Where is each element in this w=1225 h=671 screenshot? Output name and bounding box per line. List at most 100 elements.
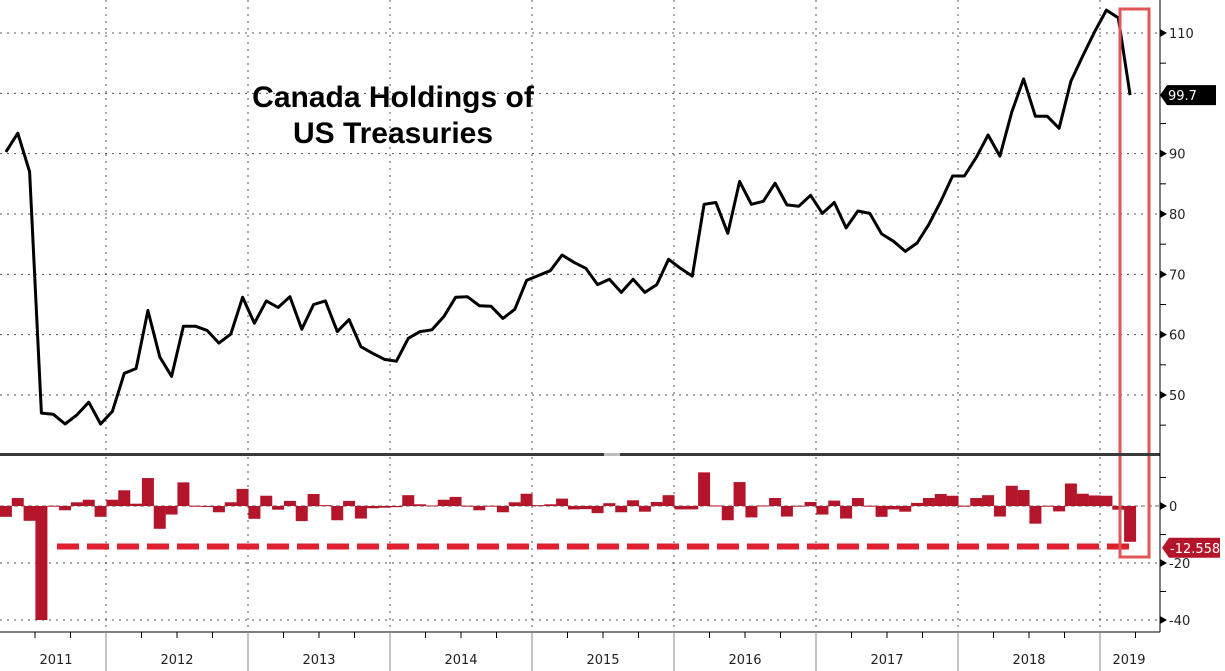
bar	[899, 506, 912, 512]
year-gridlines	[105, 0, 1101, 632]
bottom-y-axis: 0 -20 -40	[1160, 477, 1190, 629]
bar	[153, 506, 166, 529]
bar	[130, 503, 143, 506]
bar	[579, 506, 592, 510]
bar	[118, 490, 131, 506]
year-label: 2019	[1112, 653, 1145, 668]
bar	[236, 488, 249, 506]
y-tick-arrow	[1160, 391, 1167, 399]
bar	[177, 482, 190, 506]
bar	[828, 500, 841, 506]
bar	[757, 505, 770, 507]
holdings-line	[4, 8, 1132, 426]
bar	[272, 506, 285, 510]
bar	[970, 498, 983, 506]
bar	[1053, 506, 1066, 512]
bar	[638, 506, 651, 512]
bar	[1017, 490, 1030, 506]
chart-title-line-1: Canada Holdings of	[252, 81, 535, 114]
bar	[224, 502, 237, 506]
y-tick-label: -20	[1169, 557, 1190, 572]
bar	[1005, 485, 1018, 506]
bar	[35, 506, 48, 620]
bar	[520, 493, 533, 506]
last-value-line-label: 99.7	[1168, 89, 1197, 104]
bar	[709, 505, 722, 507]
year-label: 2011	[39, 653, 72, 668]
bar	[816, 506, 829, 515]
y-tick-arrow	[1160, 330, 1167, 339]
bar	[201, 506, 214, 507]
bar	[567, 506, 580, 510]
bar	[425, 505, 438, 507]
y-tick-arrow	[1160, 29, 1167, 37]
bar	[792, 505, 805, 507]
bar	[804, 502, 817, 506]
bar	[863, 505, 876, 507]
bar	[343, 500, 356, 506]
y-tick-arrow	[1160, 270, 1167, 279]
bar	[473, 506, 486, 511]
bar	[437, 499, 450, 506]
bar	[662, 495, 675, 506]
bar	[615, 506, 628, 513]
bar	[745, 506, 758, 518]
bar	[840, 506, 853, 519]
bar	[769, 498, 782, 506]
bar	[508, 502, 521, 506]
bar	[70, 502, 83, 506]
panel-separator[interactable]	[0, 453, 1160, 456]
last-value-bar-label: -12.558	[1170, 542, 1220, 557]
y-tick-label: 50	[1169, 389, 1186, 404]
bar	[485, 505, 498, 507]
year-label: 2012	[160, 653, 193, 668]
bar	[946, 495, 959, 506]
panel-separator-grip[interactable]	[604, 453, 620, 456]
bar	[390, 506, 403, 508]
year-label: 2014	[444, 653, 477, 668]
bar	[686, 506, 699, 510]
bar	[544, 504, 557, 506]
bar	[414, 504, 427, 506]
bar	[591, 506, 604, 514]
bar	[82, 499, 95, 506]
bar	[627, 500, 640, 506]
bar	[461, 505, 474, 507]
bar	[911, 502, 924, 506]
bar	[212, 506, 225, 513]
chart-title-line-2: US Treasuries	[293, 117, 493, 150]
bar	[958, 505, 971, 507]
bar	[698, 472, 711, 506]
y-tick-arrow	[1160, 616, 1167, 624]
top-panel-grid	[0, 32, 1160, 396]
year-label: 2013	[302, 653, 335, 668]
bar	[922, 498, 935, 506]
bar	[59, 506, 72, 511]
bar	[248, 506, 261, 519]
bar	[106, 499, 119, 506]
y-tick-arrow	[1160, 502, 1167, 510]
bar	[1029, 506, 1042, 524]
bar	[260, 495, 273, 506]
bar	[402, 495, 415, 506]
highlight-box	[1118, 7, 1151, 559]
bottom-panel-grid	[0, 505, 1160, 621]
bar	[165, 506, 178, 515]
bar	[556, 498, 569, 506]
year-label: 2018	[1012, 653, 1045, 668]
last-value-badge-line: 99.7	[1160, 85, 1216, 106]
bar	[887, 506, 900, 510]
bar	[1124, 506, 1137, 542]
y-tick-label: 80	[1169, 208, 1186, 223]
bar	[47, 505, 60, 507]
bar	[851, 498, 864, 506]
bar	[1088, 495, 1101, 506]
bar	[1076, 493, 1089, 506]
bar	[532, 505, 545, 507]
bar	[23, 506, 36, 521]
bar	[307, 494, 320, 506]
bar	[496, 506, 509, 513]
bar	[875, 506, 888, 517]
bar	[283, 500, 296, 506]
bar	[733, 482, 746, 506]
